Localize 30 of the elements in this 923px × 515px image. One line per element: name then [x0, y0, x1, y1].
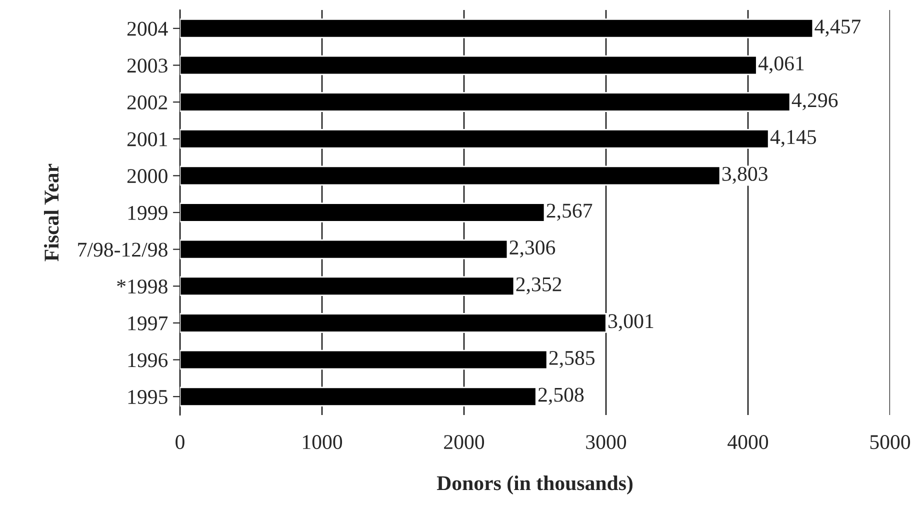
data-label: 2,352: [516, 277, 562, 294]
data-label: 4,457: [814, 20, 861, 37]
x-tick-label: 2000: [444, 435, 484, 450]
x-tick-label: 3000: [586, 435, 626, 450]
data-label: 4,061: [758, 56, 804, 74]
y-tick-label: 1996: [128, 353, 168, 368]
y-tick-label: 2001: [127, 132, 167, 146]
y-tick-label: 1999: [128, 206, 168, 220]
data-label: 3,803: [722, 166, 768, 184]
y-tick-label: 7/98-12/98: [78, 242, 168, 257]
data-label: 2,508: [538, 388, 584, 405]
y-tick-label: 2003: [127, 58, 168, 73]
x-tick-label: 0: [176, 435, 184, 450]
data-label: 2,306: [510, 240, 556, 258]
y-axis-title: Fiscal Year: [44, 164, 59, 262]
x-tick-label: 5000: [870, 435, 910, 450]
data-label: 4,145: [770, 130, 816, 148]
y-tick-label: 2000: [127, 169, 168, 184]
data-label: 2,585: [549, 350, 595, 368]
y-tick-label: 2002: [127, 95, 168, 110]
x-tick-label: 1000: [303, 435, 342, 450]
y-tick-label: *1998: [117, 280, 168, 294]
y-tick-label: 2004: [127, 22, 168, 36]
x-axis-title: Donors (in thousands): [436, 476, 632, 494]
data-label: 2,567: [546, 204, 592, 221]
x-tick-label: 4000: [728, 435, 768, 450]
y-tick-label: 1995: [128, 390, 168, 404]
data-label: 3,001: [608, 314, 654, 332]
y-tick-label: 1997: [128, 316, 168, 330]
data-label: 4,296: [792, 93, 838, 110]
